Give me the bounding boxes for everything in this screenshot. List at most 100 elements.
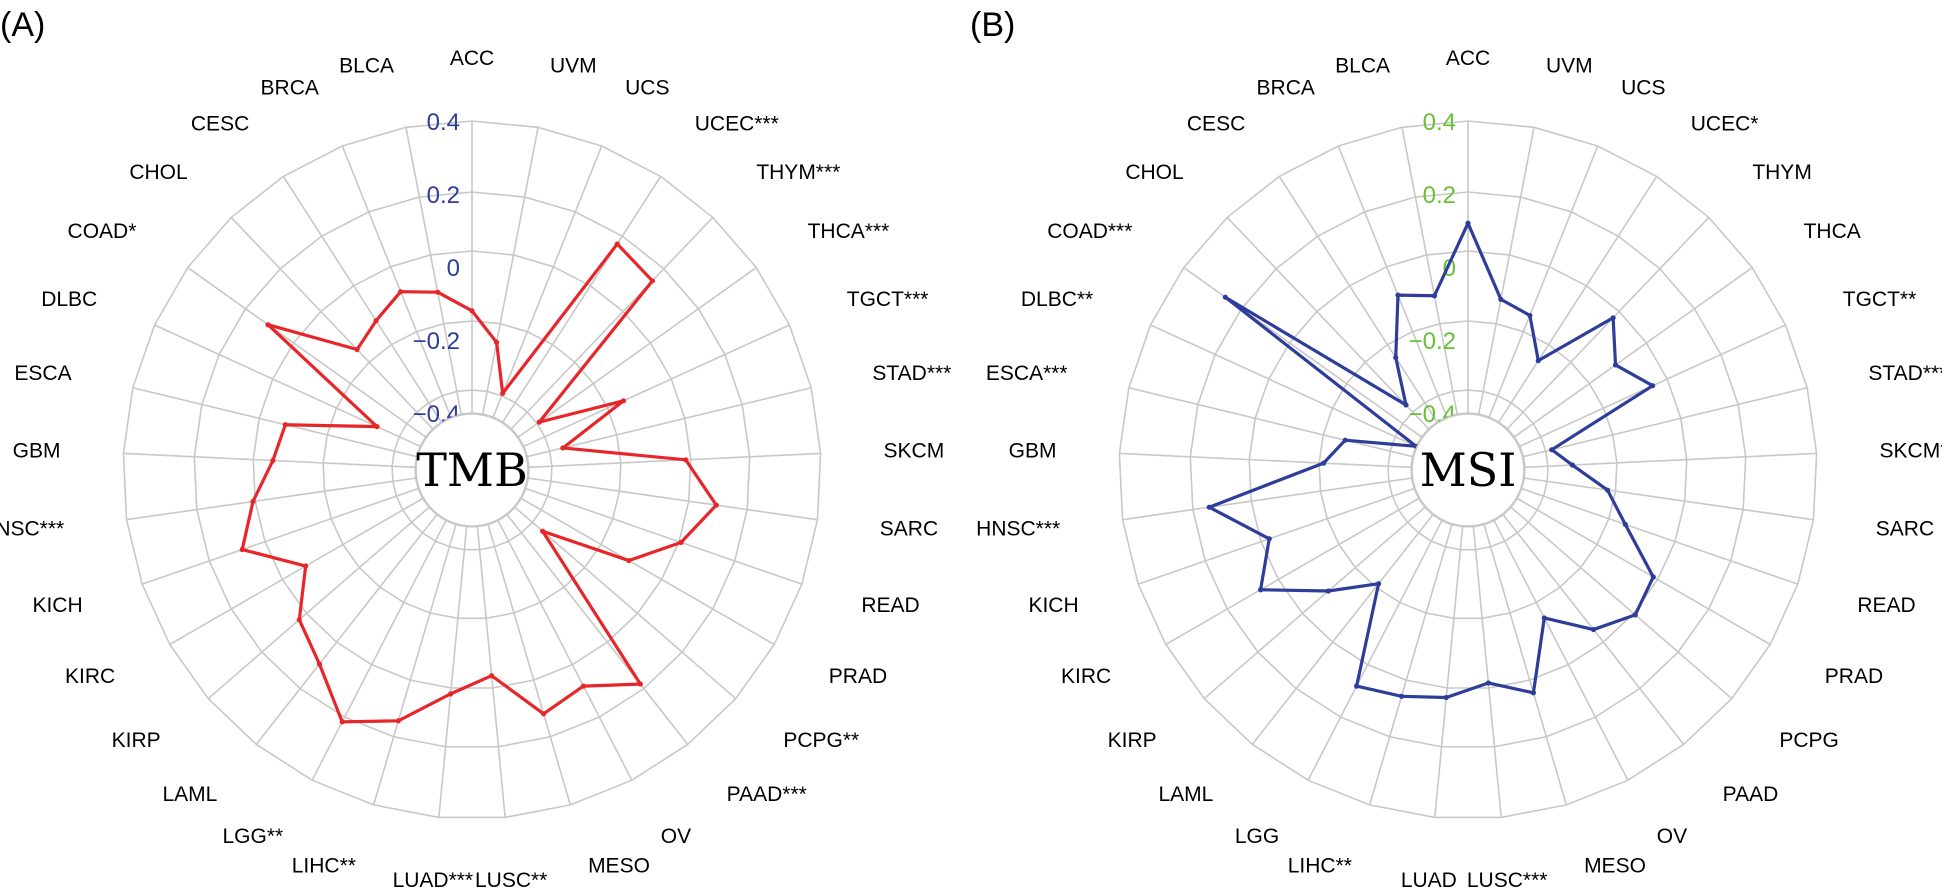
- category-label: BLCA: [1335, 54, 1390, 77]
- grid-spoke: [497, 520, 633, 781]
- data-point: [316, 661, 323, 667]
- grid-spoke: [527, 386, 812, 458]
- category-label: UVM: [550, 54, 597, 77]
- series-line: [1207, 221, 1655, 700]
- data-point: [1498, 296, 1504, 302]
- category-label: CESC: [191, 112, 249, 135]
- data-point: [1443, 694, 1449, 701]
- data-point: [1257, 587, 1264, 593]
- grid-spoke: [1434, 526, 1464, 818]
- grid-spoke: [1226, 216, 1430, 430]
- category-label: HNSC***: [0, 518, 64, 541]
- data-point: [626, 557, 632, 564]
- data-point: [1376, 581, 1382, 587]
- grid-spoke: [1510, 506, 1733, 700]
- data-point: [1541, 615, 1547, 621]
- grid-spoke: [372, 524, 457, 806]
- tick-label: 0.4: [1423, 109, 1456, 136]
- data-point: [1266, 536, 1272, 542]
- grid-spoke: [341, 145, 452, 418]
- grid-spoke: [476, 526, 506, 818]
- grid-spoke: [1521, 487, 1799, 585]
- data-point: [1465, 220, 1471, 226]
- grid-spoke: [1516, 497, 1771, 646]
- grid-spoke: [126, 477, 416, 521]
- data-point: [395, 718, 401, 724]
- data-point: [448, 691, 454, 697]
- category-label: THYM: [1752, 161, 1812, 184]
- grid-spoke: [1203, 506, 1426, 700]
- grid-spoke: [230, 216, 434, 430]
- grid-spoke: [187, 266, 427, 438]
- data-point: [1325, 588, 1331, 594]
- grid-spoke: [1251, 514, 1434, 745]
- data-point: [339, 719, 345, 725]
- grid-spoke: [517, 266, 757, 438]
- center-label: TMB: [416, 443, 528, 497]
- data-point: [1604, 487, 1611, 493]
- category-label: COAD*: [68, 220, 137, 243]
- category-label: KIRP: [1108, 729, 1157, 752]
- grid-spoke: [132, 386, 417, 458]
- data-point: [637, 681, 643, 687]
- data-point: [354, 346, 360, 353]
- category-label: CHOL: [129, 161, 187, 184]
- grid-spoke: [1128, 386, 1413, 458]
- data-point: [713, 502, 719, 508]
- category-label: KIRP: [112, 729, 161, 752]
- data-point: [1612, 362, 1619, 368]
- grid-spoke: [1483, 524, 1568, 806]
- category-label: TGCT**: [1843, 288, 1917, 311]
- data-point: [374, 424, 380, 430]
- data-point: [250, 498, 256, 505]
- category-label: MESO: [1584, 854, 1646, 877]
- grid-spoke: [1498, 175, 1658, 423]
- grid-spoke: [482, 127, 539, 415]
- data-point: [1206, 504, 1212, 510]
- category-label: UVM: [1546, 54, 1593, 77]
- grid-spoke: [1493, 520, 1629, 781]
- category-label: PAAD: [1723, 783, 1779, 806]
- panel-letter: (A): [0, 6, 45, 44]
- grid-spoke: [1183, 266, 1423, 438]
- category-label: GBM: [1009, 439, 1057, 462]
- data-point: [398, 289, 404, 295]
- grid-spoke: [438, 526, 468, 818]
- data-point: [1222, 294, 1228, 300]
- tick-label: −0.2: [1409, 328, 1456, 355]
- category-label: UCS: [625, 77, 669, 100]
- category-label: BLCA: [339, 54, 394, 77]
- grid-ring: [1318, 320, 1618, 620]
- category-label: KICH: [32, 594, 82, 617]
- grid-spoke: [1368, 524, 1453, 806]
- data-point: [560, 445, 566, 451]
- tick-label: 0.2: [427, 182, 460, 209]
- category-label: THCA***: [808, 220, 890, 243]
- category-label: CHOL: [1125, 161, 1183, 184]
- category-label: KIRC: [1061, 665, 1111, 688]
- data-point: [1398, 693, 1405, 699]
- category-label: BRCA: [261, 77, 319, 100]
- category-label: ACC: [1446, 47, 1490, 70]
- data-point: [1650, 383, 1656, 389]
- data-point: [270, 457, 276, 464]
- grid-spoke: [492, 145, 603, 418]
- category-label: BRCA: [1257, 77, 1315, 100]
- grid-ring: [193, 191, 751, 748]
- radar-grid: [122, 120, 822, 819]
- category-label: LUAD: [1401, 869, 1457, 892]
- category-label: OV: [661, 825, 691, 848]
- grid-spoke: [1122, 477, 1412, 521]
- category-label: LUSC***: [1467, 869, 1548, 892]
- category-label: SKCM***: [1880, 439, 1942, 462]
- category-label: LAML: [1158, 783, 1213, 806]
- data-point: [1622, 521, 1628, 528]
- data-point: [435, 289, 441, 295]
- grid-ring: [391, 389, 553, 551]
- grid-ring: [1189, 191, 1747, 748]
- radar-panel-a: (A) ACC UVM UCS UCEC*** THYM*** THCA*** TGCT***…: [0, 6, 951, 892]
- category-label: LIHC**: [292, 854, 356, 877]
- grid-spoke: [1524, 477, 1814, 521]
- category-label: OV: [1657, 825, 1687, 848]
- data-point: [1535, 358, 1541, 364]
